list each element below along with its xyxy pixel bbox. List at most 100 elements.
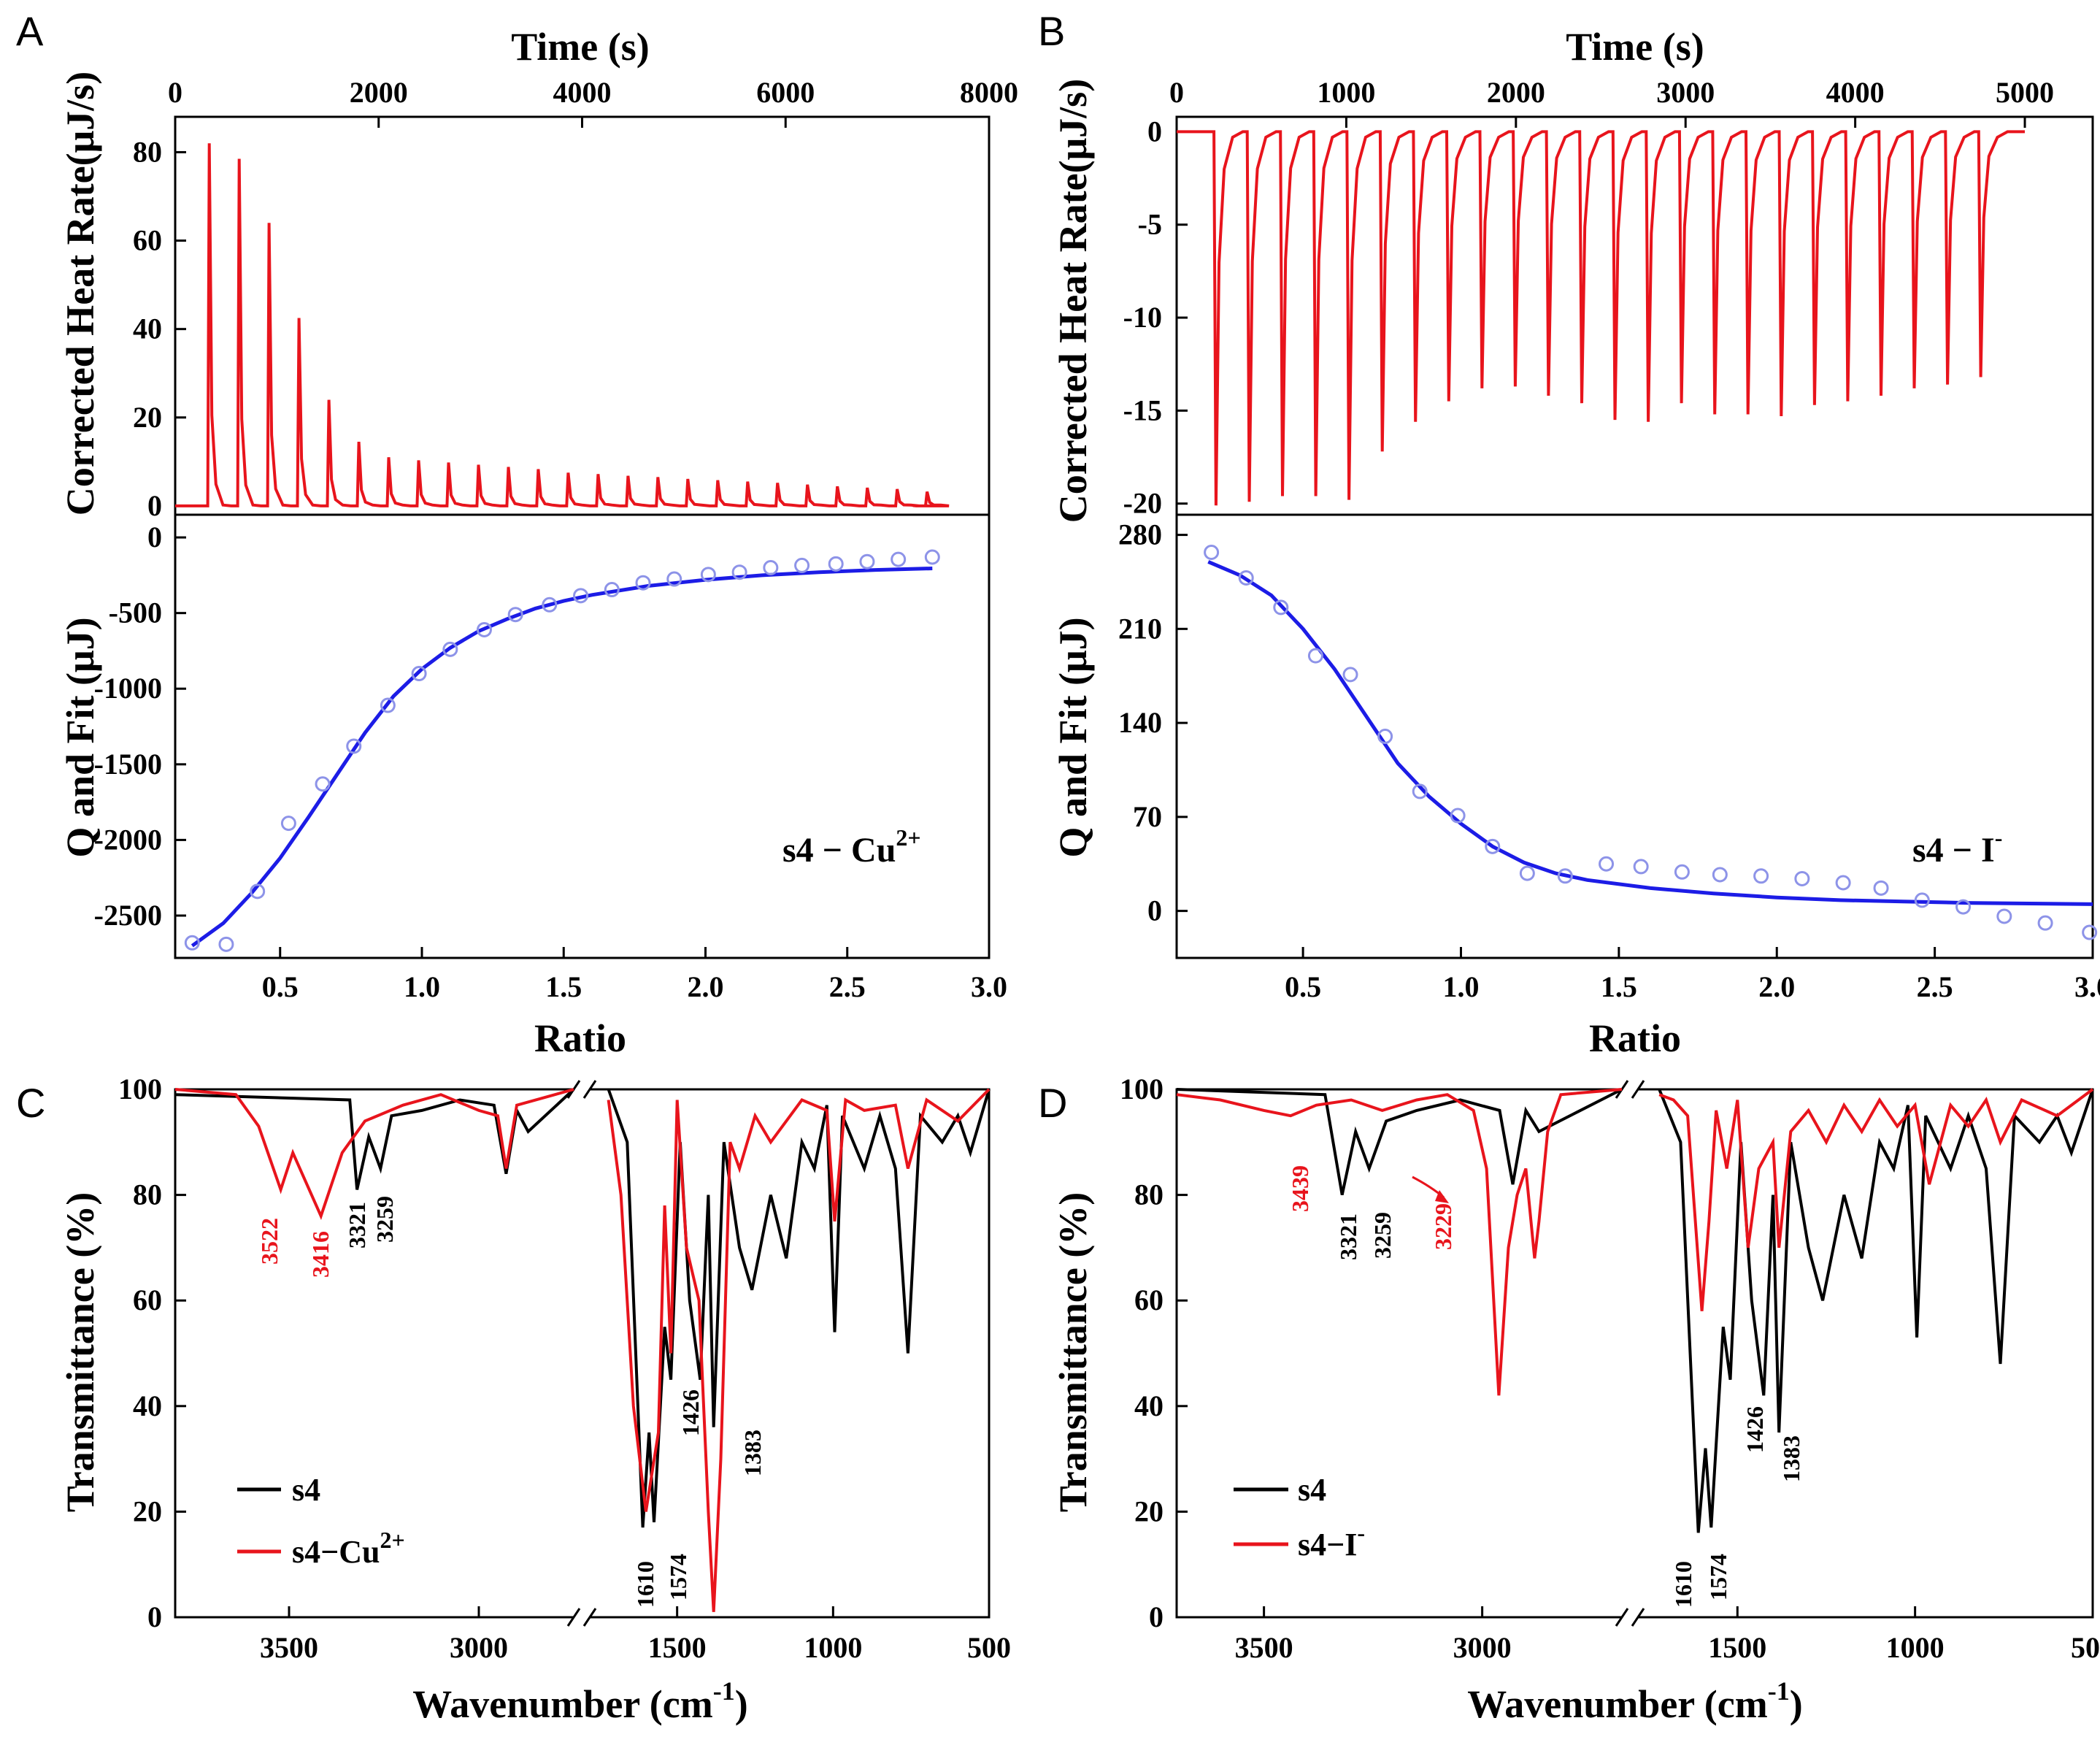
axis-break-gap [574,1611,590,1623]
y-tick-label: 40 [1134,1389,1164,1422]
data-point [1712,867,1728,883]
data-point [1557,868,1573,884]
legend-main: s4−Cu [292,1534,380,1570]
x-tick-label: 1.0 [404,970,440,1003]
x-tick-label: 0.5 [1285,970,1321,1003]
data-point [794,557,810,573]
x-tick-label: 1.5 [545,970,582,1003]
y-tick-label: 100 [118,1073,162,1105]
x-tick-label: 2.5 [829,970,866,1003]
data-point [380,697,396,713]
data-point [1955,899,1972,915]
s4-cu-spectrum-line [174,1088,991,1612]
annotation-sup: 2+ [896,824,920,851]
y-tick-label: 100 [1120,1073,1164,1105]
panel-d-ir: 3500 3000 1500 1000 500 0 20 40 60 80 100 3439 3321… [1051,1073,2100,1726]
panel-letter-b: B [1038,8,1065,54]
time-axis-title: Time (s) [1566,25,1704,69]
xlabel-sup: -1 [713,1676,735,1706]
y-tick-label: 0 [1149,1600,1164,1633]
peak-label: 3321 [1335,1213,1361,1260]
peak-label: 1574 [665,1554,691,1600]
x-tick-label: 3.0 [2074,970,2100,1003]
heat-rate-line [1177,130,2025,506]
x-tick-label: 2.0 [687,970,723,1003]
ratio-axis-title: Ratio [1589,1016,1681,1060]
peak-label: 3416 [307,1231,334,1278]
peak-label: 1426 [677,1389,704,1436]
data-point [828,556,844,572]
legend-main: s4−I [1298,1527,1357,1562]
y-tick-label: 20 [133,1495,162,1527]
y-tick-label: -2000 [94,823,162,856]
y-tick-label: -2500 [94,899,162,932]
x-tick-label: 4000 [553,76,612,109]
x-tick-label: 3500 [1235,1631,1293,1664]
legend-label-s4: s4 [1298,1472,1326,1508]
y-tick-label: 140 [1118,706,1162,739]
x-tick-label: 5000 [1996,76,2054,109]
plot-frame [174,513,991,959]
data-point [635,575,651,591]
y-tick-label: -1000 [94,672,162,705]
s4-cu-annotation: s4 − Cu2+ [782,824,921,870]
x-tick-label: 1000 [804,1631,862,1664]
x-tick-label: 3000 [1656,76,1715,109]
data-point [542,597,558,613]
peak-label: 3522 [256,1218,282,1265]
axis-break-gap [1622,1611,1638,1623]
x-tick-label: 6000 [756,76,815,109]
panel-letter-d: D [1038,1080,1067,1126]
peak-label: 1610 [632,1561,658,1608]
peak-label: 3321 [344,1202,370,1249]
wavenumber-axis-title: Wavenumber (cm-1) [412,1676,747,1726]
xlabel-main: Wavenumber (cm [412,1682,712,1726]
axis-break-mark [566,1608,581,1627]
x-tick-label: 2000 [1487,76,1545,109]
legend-label-s4-i: s4−I- [1298,1519,1365,1562]
peak-label: 3439 [1287,1165,1313,1212]
y-tick-label: 20 [1134,1495,1164,1527]
x-tick-label: 1500 [648,1631,707,1664]
y-tick-label: 0 [147,1600,162,1633]
y-tick-label: -15 [1123,394,1162,426]
x-tick-label: 1000 [1886,1631,1945,1664]
panel-letter-c: C [16,1080,45,1126]
data-point [315,776,331,792]
x-tick-label: 1.5 [1601,970,1637,1003]
y-tick-label: 210 [1118,612,1162,645]
data-point [1204,545,1220,561]
panel-b-bottom: 0.5 1.0 1.5 2.0 2.5 3.0 0 70 140 210 280 Ratio Q a… [1051,513,2100,1060]
annotation-main: s4 − Cu [782,831,896,870]
peak-label: 3259 [372,1196,398,1243]
peak-label: 3259 [1369,1212,1396,1259]
panel-a-top: 0 2000 4000 6000 8000 0 20 40 60 80 Time (s) Corr… [58,25,1018,522]
s4-i-annotation: s4 − I- [1912,824,2002,870]
heat-rate-line [175,143,950,507]
x-tick-label: 3000 [450,1631,508,1664]
y-tick-label: 70 [1133,800,1162,833]
peak-label: 1574 [1705,1554,1731,1600]
x-tick-label: 3.0 [971,970,1007,1003]
data-point [763,560,779,576]
x-tick-label: 3000 [1453,1631,1512,1664]
s4-spectrum-line [1176,1088,2094,1533]
y-tick-label: -10 [1123,301,1162,334]
data-point [1377,729,1393,744]
y-tick-label: 40 [133,312,162,345]
data-point [1835,875,1851,891]
data-point [924,549,940,565]
peak-label: 1610 [1670,1561,1696,1608]
axis-break-mark [1615,1608,1629,1627]
y-tick-label: 0 [147,489,162,522]
peak-label: 1426 [1742,1406,1768,1453]
data-point [700,567,716,583]
xlabel-sup: -1 [1768,1676,1790,1706]
legend: s4 s4−I- [1234,1472,1365,1562]
annotation-sup: - [1995,824,2003,851]
legend-sup: - [1357,1519,1365,1546]
legend-label-s4-cu: s4−Cu2+ [292,1527,405,1570]
data-point [1633,859,1649,875]
legend-sup: 2+ [380,1527,404,1553]
